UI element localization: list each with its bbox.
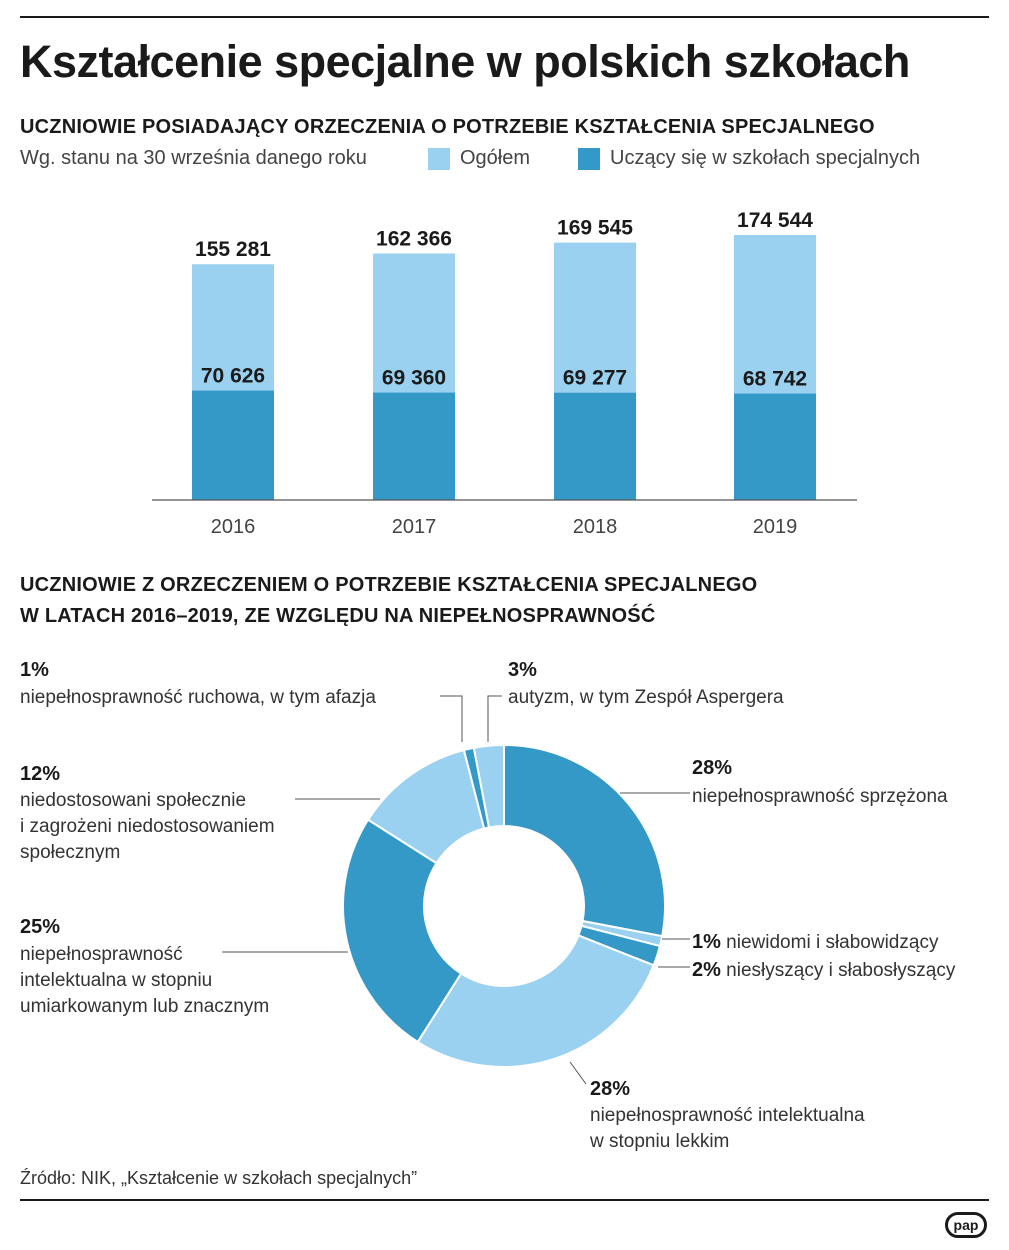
legend-item-special-schools: Uczący się w szkołach specjalnych [578, 147, 920, 170]
donut-slice-0 [503, 743, 666, 938]
slice-desc-5-1: i zagrożeni niedostosowaniem [20, 816, 275, 837]
slice-desc-3-0: niepełnosprawność intelektualna [590, 1105, 865, 1126]
legend-swatch-special-schools [578, 147, 600, 170]
slice-desc-6-0: niepełnosprawność ruchowa, w tym afazja [20, 687, 376, 708]
slice-desc-2: niesłyszący i słabosłyszący [721, 960, 956, 981]
slice-label-2: 2% niesłyszący i słabosłyszący [692, 959, 956, 981]
bar-chart-heading: UCZNIOWIE POSIADAJĄCY ORZECZENIA O POTRZ… [20, 116, 875, 138]
leader-line-mild-intellectual [569, 1061, 587, 1085]
leader-line-autism [487, 695, 502, 742]
value-label-total-2016: 155 281 [195, 238, 271, 261]
slice-desc-4-1: intelektualna w stopniu [20, 970, 212, 991]
leader-line-motor [440, 695, 463, 742]
page-title: Kształcenie specjalne w polskich szkołac… [20, 36, 910, 87]
value-label-special-2016: 70 626 [201, 365, 265, 388]
pap-logo: pap [945, 1212, 987, 1238]
bar-special-2016 [192, 390, 274, 500]
legend-label-total: Ogółem [460, 147, 531, 169]
top-rule [20, 16, 989, 18]
bar-special-2017 [373, 392, 455, 500]
slice-pct-7: 3% [508, 659, 537, 681]
bar-special-2018 [554, 392, 636, 500]
pie-chart-heading-line2: W LATACH 2016–2019, ZE WZGLĘDU NA NIEPEŁ… [20, 605, 656, 627]
slice-desc-1: niewidomi i słabowidzący [721, 932, 939, 953]
x-tick-2016: 2016 [211, 516, 256, 538]
donut-chart: 28% niepełnosprawność sprzężona 1% niewido… [20, 659, 956, 1152]
slice-pct-4: 25% [20, 916, 60, 938]
slice-desc-4-2: umiarkowanym lub znacznym [20, 996, 269, 1017]
value-label-total-2017: 162 366 [376, 227, 452, 250]
slice-pct-2: 2% [692, 959, 721, 981]
value-label-total-2019: 174 544 [737, 209, 813, 232]
value-label-total-2018: 169 545 [557, 217, 633, 240]
value-label-special-2019: 68 742 [743, 368, 807, 391]
x-tick-2018: 2018 [573, 516, 618, 538]
slice-desc-0-0: niepełnosprawność sprzężona [692, 786, 948, 807]
slice-desc-5-0: niedostosowani społecznie [20, 790, 246, 811]
donut-slice-3 [416, 934, 655, 1068]
x-tick-2017: 2017 [392, 516, 437, 538]
value-label-special-2018: 69 277 [563, 367, 627, 390]
value-label-special-2017: 69 360 [382, 367, 446, 390]
bar-chart-note: Wg. stanu na 30 września danego roku [20, 147, 367, 169]
legend-item-total: Ogółem [428, 147, 530, 170]
slice-pct-0: 28% [692, 757, 732, 779]
legend-swatch-total [428, 147, 450, 170]
slice-label-1: 1% niewidomi i słabowidzący [692, 931, 939, 953]
donut-slice-4 [342, 818, 463, 1044]
bottom-rule [20, 1199, 989, 1201]
source-note: Źródło: NIK, „Kształcenie w szkołach spe… [20, 1168, 418, 1188]
slice-pct-6: 1% [20, 659, 49, 681]
x-tick-2019: 2019 [753, 516, 798, 538]
slice-desc-5-2: społecznym [20, 842, 120, 863]
slice-pct-5: 12% [20, 763, 60, 785]
slice-pct-3: 28% [590, 1078, 630, 1100]
donut-slice-7 [472, 743, 505, 829]
legend-label-special-schools: Uczący się w szkołach specjalnych [610, 147, 921, 169]
slice-desc-3-1: w stopniu lekkim [589, 1131, 729, 1152]
slice-desc-7-0: autyzm, w tym Zespół Aspergera [508, 687, 784, 708]
pie-chart-heading-line1: UCZNIOWIE Z ORZECZENIEM O POTRZEBIE KSZT… [20, 574, 758, 596]
slice-desc-4-0: niepełnosprawność [20, 944, 183, 965]
bar-chart: 155 281 70 626 2016 162 366 69 360 2017 169 54… [152, 209, 857, 538]
slice-pct-1: 1% [692, 931, 721, 953]
bar-special-2019 [734, 393, 816, 500]
